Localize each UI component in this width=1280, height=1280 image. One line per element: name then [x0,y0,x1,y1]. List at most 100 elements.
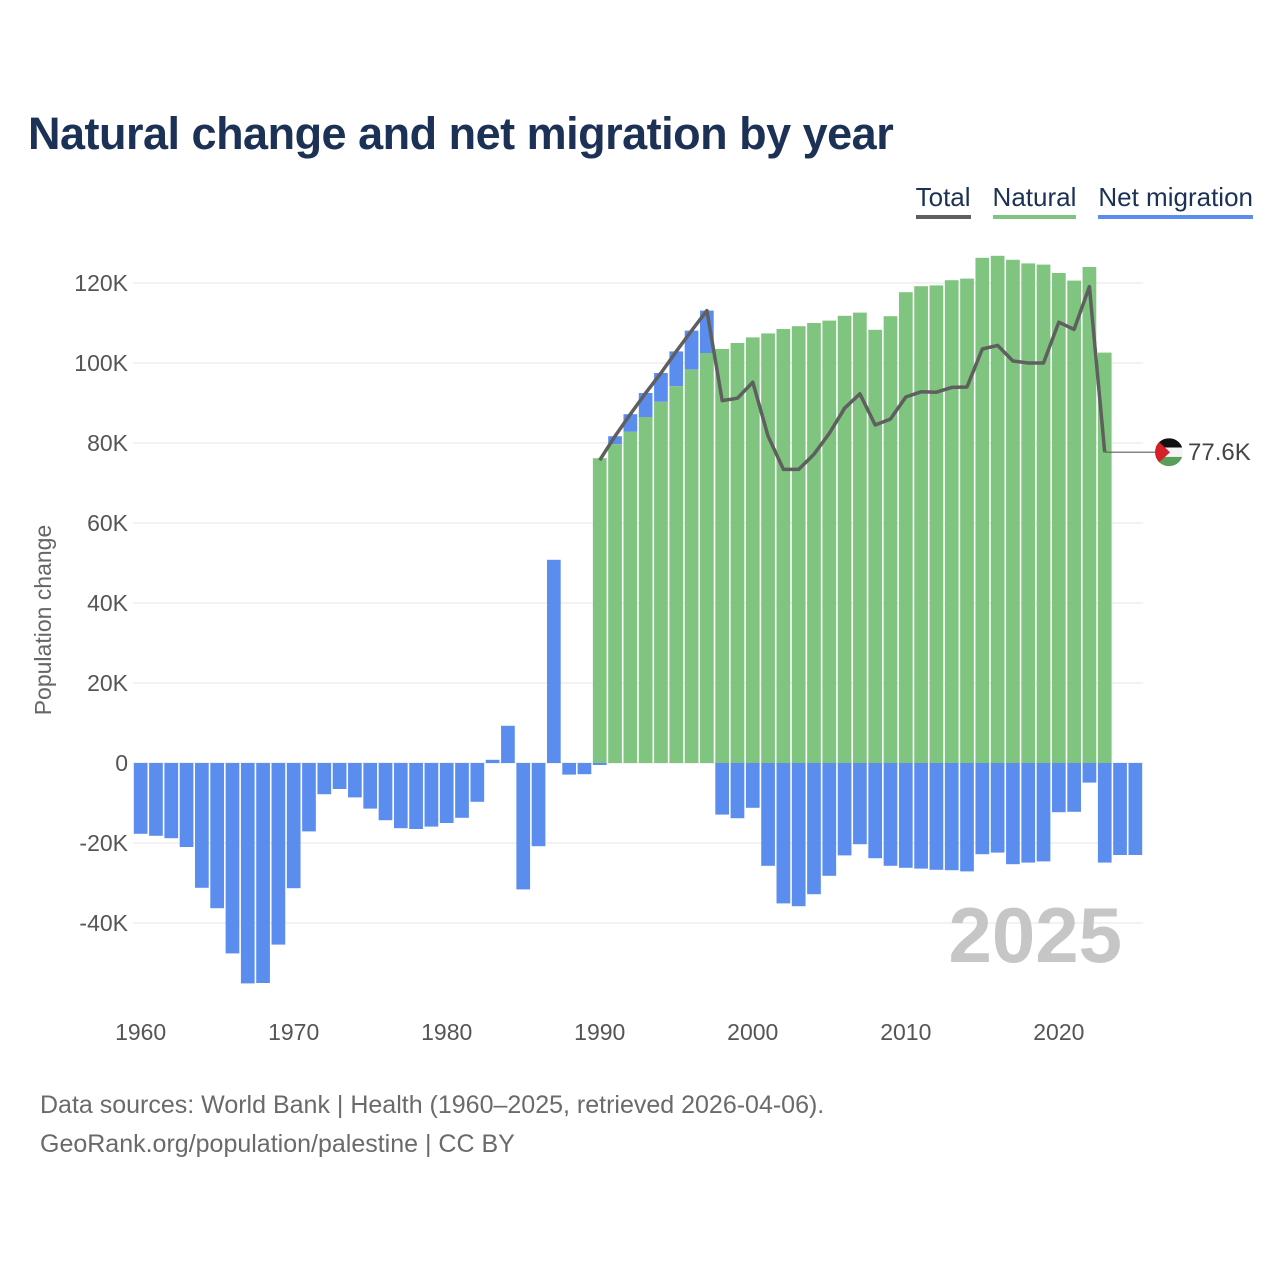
y-tick-label: 40K [87,590,129,616]
natural-bar [684,369,699,763]
natural-bar [1036,264,1051,763]
net-migration-bar [332,763,347,789]
net-migration-bar [302,763,316,832]
x-tick-label: 1980 [421,1019,472,1045]
net-migration-bar [409,763,423,829]
net-migration-bar [1097,763,1112,863]
net-migration-bar [577,763,592,775]
y-tick-label: 20K [87,670,129,696]
natural-bar [638,417,653,763]
y-tick-label: 100K [74,350,128,376]
natural-bar [1006,259,1020,763]
net-migration-bar [455,763,469,818]
net-migration-bar [960,763,974,872]
legend-item-net-migration[interactable]: Net migration [1098,182,1253,219]
natural-bar [623,431,638,763]
x-tick-label: 1990 [574,1019,625,1045]
net-migration-bar [608,436,622,445]
net-migration-bar [164,763,179,839]
net-migration-bar [776,763,791,904]
x-tick-label: 1970 [268,1019,319,1045]
net-migration-bar [990,763,1005,853]
net-migration-bar [317,763,332,795]
net-migration-bar [1067,763,1081,812]
net-migration-bar [501,725,515,763]
end-value-label: 77.6K [1188,439,1251,466]
net-migration-bar [1128,763,1143,855]
net-migration-bar [470,763,485,802]
y-tick-label: 120K [74,270,128,296]
net-migration-bar [378,763,393,821]
net-migration-bar [592,763,607,765]
net-migration-bar [516,763,531,890]
natural-bar [1067,280,1081,763]
net-migration-bar [546,559,561,763]
natural-bars [592,255,1112,764]
net-migration-bar [1113,763,1127,855]
net-migration-bar [133,763,148,834]
source-link[interactable]: GeoRank.org/population/palestine | CC BY [40,1130,515,1158]
net-migration-bar [837,763,852,856]
net-migration-bar [853,763,867,845]
x-tick-label: 2020 [1033,1019,1084,1045]
x-tick-label: 1960 [115,1019,166,1045]
net-migration-bar [684,330,699,370]
net-migration-bar [240,763,255,984]
chart-title: Natural change and net migration by year [28,108,894,159]
net-migration-bar [1006,763,1020,865]
natural-bar [715,349,730,763]
natural-bar [745,337,760,763]
natural-bar [929,285,944,763]
net-migration-bars [133,310,1143,984]
natural-bar [807,323,821,763]
natural-bar [1082,267,1097,763]
natural-bar [700,353,714,763]
net-migration-bar [531,763,546,847]
natural-bar [654,401,668,763]
net-migration-bar [975,763,990,855]
net-migration-bar [638,393,653,417]
natural-bar [868,329,883,763]
net-migration-bar [883,763,898,866]
net-migration-bar [225,763,240,954]
legend-item-total[interactable]: Total [915,182,971,219]
natural-bar [975,257,990,763]
y-tick-label: 60K [87,510,129,536]
net-migration-bar [730,763,745,819]
y-axis-ticks: 120K 100K 80K 60K 40K 20K 0 -20K -40K [74,270,128,936]
natural-bar [1021,263,1036,763]
natural-bar [791,326,806,763]
net-migration-bar [424,763,439,827]
y-tick-label: -20K [79,830,128,856]
y-tick-label: 80K [87,430,129,456]
net-migration-bar [1082,763,1097,783]
natural-bar [669,386,684,763]
data-sources: Data sources: World Bank | Health (1960–… [40,1091,825,1119]
natural-bar [592,458,607,763]
natural-bar [730,343,745,763]
net-migration-bar [179,763,194,847]
net-migration-bar [271,763,286,945]
natural-bar [822,320,837,763]
legend: Total Natural Net migration [915,182,1253,219]
net-migration-bar [1051,763,1066,813]
x-axis-ticks: 1960 1970 1980 1990 2000 2010 2020 [115,1019,1084,1045]
net-migration-bar [363,763,378,809]
natural-bar [914,286,928,763]
net-migration-bar [715,763,730,815]
net-migration-bar [898,763,913,868]
natural-bar [1051,273,1066,763]
x-tick-label: 2000 [727,1019,778,1045]
net-migration-bar [791,763,806,907]
natural-bar [990,255,1005,764]
net-migration-bar [745,763,760,808]
y-tick-label: 0 [115,750,128,776]
natural-bar [608,444,622,763]
legend-item-natural[interactable]: Natural [992,182,1077,219]
net-migration-bar [1036,763,1051,862]
natural-bar [898,292,913,763]
net-migration-bar [868,763,883,859]
x-tick-label: 2010 [880,1019,931,1045]
net-migration-bar [485,759,500,763]
